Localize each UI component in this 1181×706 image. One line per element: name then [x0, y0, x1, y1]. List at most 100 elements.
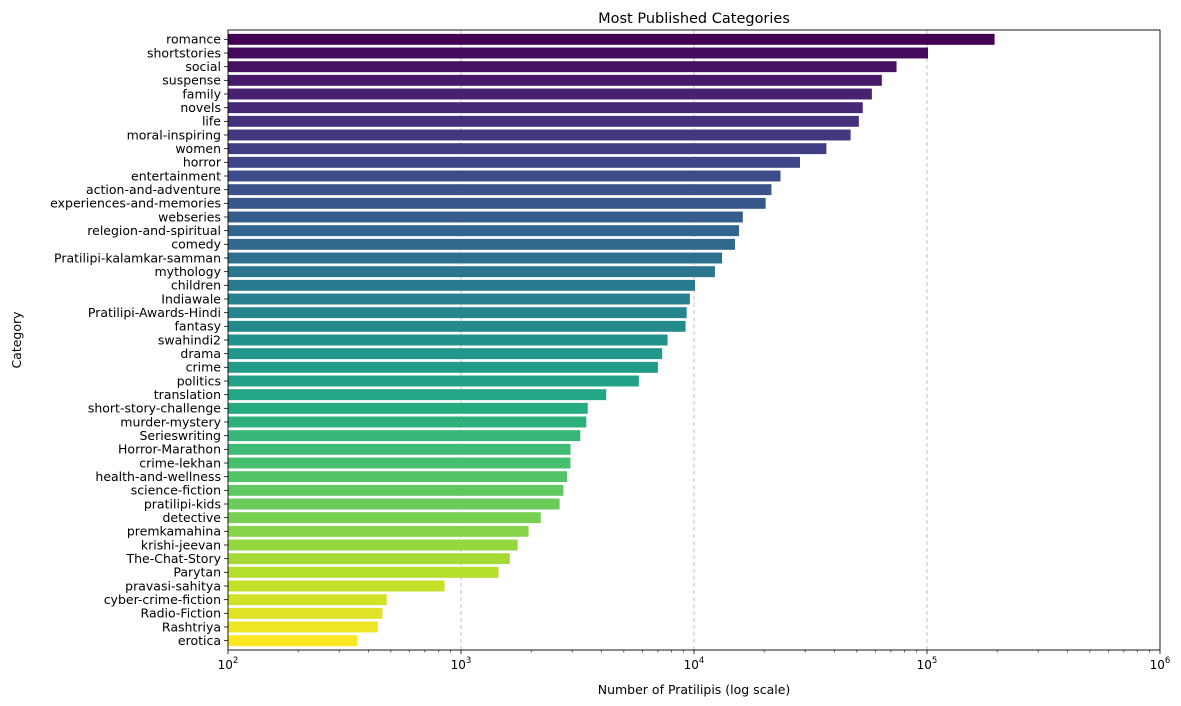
x-tick-label: 104: [684, 656, 705, 672]
bar-fantasy: [228, 320, 686, 332]
category-label: social: [185, 59, 221, 74]
bar-Pratilipi-Awards-Hindi: [228, 307, 687, 319]
bars: [228, 33, 995, 647]
category-label: moral-inspiring: [127, 127, 221, 142]
category-label: life: [202, 114, 221, 129]
category-label: politics: [177, 373, 221, 388]
bar-krishi-jeevan: [228, 539, 518, 551]
bar-mythology: [228, 266, 715, 278]
chart-title: Most Published Categories: [598, 11, 790, 27]
bar-children: [228, 279, 696, 291]
x-tick-label: 102: [218, 656, 239, 672]
category-label: horror: [183, 155, 222, 170]
category-label: fantasy: [175, 319, 222, 334]
category-label: crime-lekhan: [139, 455, 221, 470]
category-label: crime: [186, 360, 222, 375]
category-label: family: [182, 86, 221, 101]
bar-politics: [228, 375, 639, 387]
category-label: novels: [180, 100, 221, 115]
bar-premkamahina: [228, 525, 529, 537]
bar-Radio-Fiction: [228, 607, 383, 619]
bar-women: [228, 143, 827, 155]
bar-Serieswriting: [228, 430, 581, 442]
category-label: drama: [180, 346, 221, 361]
category-label: Horror-Marathon: [118, 442, 221, 457]
bar-experiences-and-memories: [228, 197, 766, 209]
bar-crime: [228, 361, 658, 373]
bar-entertainment: [228, 170, 781, 182]
bar-social: [228, 61, 897, 73]
category-label: cyber-crime-fiction: [104, 592, 221, 607]
category-label: shortstories: [147, 45, 221, 60]
category-label: detective: [162, 510, 221, 525]
category-label: swahindi2: [158, 332, 221, 347]
bar-comedy: [228, 238, 736, 250]
bar-detective: [228, 512, 541, 524]
category-label: health-and-wellness: [95, 469, 221, 484]
category-label: action-and-adventure: [86, 182, 221, 197]
category-label: Pratilipi-kalamkar-samman: [54, 250, 221, 265]
bar-translation: [228, 389, 607, 401]
category-label: women: [175, 141, 221, 156]
bar-pratilipi-kids: [228, 498, 560, 510]
category-label: krishi-jeevan: [141, 537, 221, 552]
category-label: science-fiction: [131, 483, 221, 498]
bar-swahindi2: [228, 334, 668, 346]
category-labels: romanceshortstoriessocialsuspensefamilyn…: [50, 32, 228, 648]
category-label: premkamahina: [127, 524, 221, 539]
bar-webseries: [228, 211, 743, 223]
category-label: romance: [166, 32, 221, 47]
category-label: Parytan: [173, 565, 221, 580]
category-label: erotica: [178, 633, 221, 648]
category-label: pravasi-sahitya: [125, 578, 221, 593]
bar-shortstories: [228, 47, 929, 59]
x-tick-label: 106: [1150, 656, 1171, 672]
bar-short-story-challenge: [228, 402, 588, 414]
bar-murder-mystery: [228, 416, 587, 428]
x-tick-labels: 102 103 104 105 106: [218, 650, 1171, 672]
category-label: mythology: [155, 264, 222, 279]
bar-health-and-wellness: [228, 471, 567, 483]
bar-relegion-and-spiritual: [228, 225, 739, 237]
category-label: short-story-challenge: [88, 401, 221, 416]
category-label: relegion-and-spiritual: [87, 223, 221, 238]
plot-frame: [227, 29, 1161, 651]
bar-erotica: [228, 635, 358, 647]
bar-The-Chat-Story: [228, 553, 510, 565]
bar-action-and-adventure: [228, 184, 772, 196]
bar-family: [228, 88, 872, 100]
category-label: children: [171, 278, 221, 293]
category-label: comedy: [171, 237, 221, 252]
category-label: Indiawale: [161, 291, 221, 306]
category-label: experiences-and-memories: [50, 196, 221, 211]
bar-novels: [228, 102, 863, 114]
bar-Indiawale: [228, 293, 690, 305]
category-label: Rashtriya: [162, 619, 221, 634]
bar-Rashtriya: [228, 621, 378, 633]
x-tick-label: 103: [451, 656, 472, 672]
bar-drama: [228, 348, 663, 360]
bar-science-fiction: [228, 484, 564, 496]
bar-suspense: [228, 74, 882, 86]
bar-Pratilipi-kalamkar-samman: [228, 252, 723, 264]
bar-pravasi-sahitya: [228, 580, 445, 592]
x-axis-title: Number of Pratilipis (log scale): [598, 682, 791, 697]
bar-romance: [228, 33, 995, 45]
bar-moral-inspiring: [228, 129, 851, 141]
category-label: Radio-Fiction: [141, 606, 221, 621]
x-tick-label: 105: [917, 656, 938, 672]
category-label: murder-mystery: [120, 414, 221, 429]
bar-horror: [228, 156, 800, 168]
category-label: pratilipi-kids: [144, 496, 221, 511]
category-label: The-Chat-Story: [125, 551, 221, 566]
y-axis-title: Category: [9, 311, 24, 369]
bar-crime-lekhan: [228, 457, 571, 469]
bar-life: [228, 115, 859, 127]
category-label: suspense: [162, 73, 221, 88]
category-label: webseries: [158, 209, 221, 224]
category-label: Serieswriting: [139, 428, 221, 443]
bar-cyber-crime-fiction: [228, 594, 387, 606]
category-label: entertainment: [131, 168, 221, 183]
